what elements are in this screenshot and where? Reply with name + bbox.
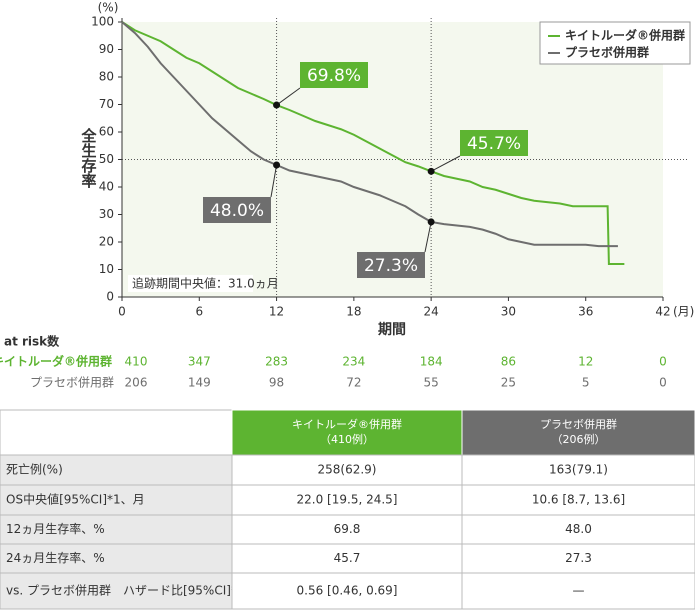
- at-risk-value: 86: [501, 355, 516, 369]
- at-risk-value: 98: [269, 376, 284, 390]
- at-risk-value: 283: [265, 355, 288, 369]
- highlight-point: [427, 218, 435, 226]
- table-cell-text: 27.3: [565, 551, 592, 565]
- table-cell: [0, 572, 233, 610]
- y-unit: (%): [98, 1, 119, 15]
- callout-box: [203, 197, 271, 223]
- at-risk-title: at risk数: [4, 334, 60, 349]
- table-cell-text: 死亡例(%): [6, 463, 63, 477]
- table-cell-text: 24ヵ月生存率、%: [6, 550, 105, 565]
- callout-box: [300, 62, 368, 88]
- table-cell-text: —: [573, 584, 585, 598]
- at-risk-value: 12: [578, 355, 593, 369]
- y-tick-label: 60: [99, 125, 114, 139]
- x-unit: (月): [673, 305, 694, 319]
- x-tick-label: 42: [655, 305, 670, 319]
- x-label: 期間: [378, 322, 406, 338]
- table-cell-text: 69.8: [334, 522, 361, 536]
- table-cell-text: 10.6 [8.7, 13.6]: [532, 493, 625, 507]
- at-risk-value: 184: [420, 355, 443, 369]
- x-tick-label: 12: [269, 305, 284, 319]
- at-risk-name: プラセボ併用群: [30, 376, 114, 390]
- at-risk-value: 410: [125, 355, 148, 369]
- table-cell-text: 22.0 [19.5, 24.5]: [297, 493, 398, 507]
- x-tick-label: 30: [501, 305, 516, 319]
- table-cell: [461, 572, 695, 610]
- highlight-point: [273, 161, 281, 169]
- at-risk-value: 55: [424, 376, 439, 390]
- table-cell: [231, 543, 463, 574]
- y-tick-label: 80: [99, 70, 114, 84]
- table-header-text: プラセボ併用群: [540, 417, 617, 431]
- callout-line: [276, 87, 301, 106]
- highlight-point: [427, 167, 435, 175]
- survival-line: [121, 21, 625, 265]
- callout-box: [357, 252, 425, 278]
- table-header-text: キイトルーダ®併用群: [292, 417, 402, 431]
- table-cell: [231, 454, 463, 486]
- at-risk-value: 149: [188, 376, 211, 390]
- table-cell: [231, 572, 463, 610]
- callout-label: 48.0%: [210, 201, 264, 221]
- legend-label: キイトルーダ®併用群: [565, 28, 685, 43]
- table-corner: [0, 409, 233, 456]
- table-cell-text: OS中央値[95%CI]*1、月: [6, 492, 145, 507]
- y-tick-label: 70: [99, 97, 114, 111]
- y-tick-label: 20: [99, 235, 114, 249]
- table-cell-text: 48.0: [565, 522, 592, 536]
- table-cell-text: 0.56 [0.46, 0.69]: [297, 584, 398, 598]
- table-header-cell: [461, 409, 695, 456]
- annotation: 追跡期間中央値：31.0ヵ月: [132, 276, 279, 291]
- table-cell: [461, 514, 695, 545]
- at-risk-value: 234: [342, 355, 365, 369]
- table-header-cell: [231, 409, 463, 456]
- at-risk-value: 5: [582, 376, 590, 390]
- callout-box: [460, 130, 528, 156]
- at-risk-value: 347: [188, 355, 211, 369]
- x-tick-label: 0: [118, 305, 126, 319]
- table-cell: [0, 454, 233, 486]
- y-tick-label: 40: [99, 180, 114, 194]
- x-tick-label: 24: [424, 305, 439, 319]
- at-risk-value: 25: [501, 376, 516, 390]
- callout-label: 27.3%: [364, 256, 418, 276]
- table-cell-text: 45.7: [334, 551, 361, 565]
- y-tick-label: 30: [99, 207, 114, 221]
- table-cell-text: 258(62.9): [318, 463, 377, 477]
- at-risk-value: 72: [346, 376, 361, 390]
- table-header-text: （410例）: [320, 432, 374, 446]
- callout-line: [424, 221, 432, 253]
- table-cell-text: vs. プラセボ併用群 ハザード比[95%CI]*2: [6, 584, 245, 598]
- y-label: 全生存率: [80, 127, 98, 189]
- y-tick-label: 100: [91, 15, 114, 29]
- callout-label: 45.7%: [467, 134, 521, 154]
- survival-line: [121, 21, 618, 248]
- table-cell-text: 163(79.1): [549, 463, 608, 477]
- callout-line: [430, 155, 461, 172]
- at-risk-name: キイトルーダ®併用群: [0, 354, 112, 369]
- table-header-text: （206例）: [552, 432, 606, 446]
- x-tick-label: 6: [195, 305, 203, 319]
- annotation-bg: [128, 275, 253, 292]
- legend-label: プラセボ併用群: [565, 45, 649, 60]
- y-tick-label: 10: [99, 262, 114, 276]
- at-risk-value: 0: [659, 376, 667, 390]
- x-tick-label: 18: [346, 305, 361, 319]
- y-tick-label: 90: [99, 42, 114, 56]
- legend: [539, 21, 691, 65]
- y-tick-label: 50: [99, 152, 114, 166]
- table-cell: [0, 543, 233, 574]
- table-cell: [231, 484, 463, 516]
- y-tick-label: 0: [106, 290, 114, 304]
- x-tick-label: 36: [578, 305, 593, 319]
- table-cell-text: 12ヵ月生存率、%: [6, 521, 105, 536]
- at-risk-value: 206: [125, 376, 148, 390]
- at-risk-value: 0: [659, 355, 667, 369]
- highlight-point: [273, 101, 281, 109]
- callout-label: 69.8%: [307, 66, 361, 86]
- callout-line: [270, 164, 278, 198]
